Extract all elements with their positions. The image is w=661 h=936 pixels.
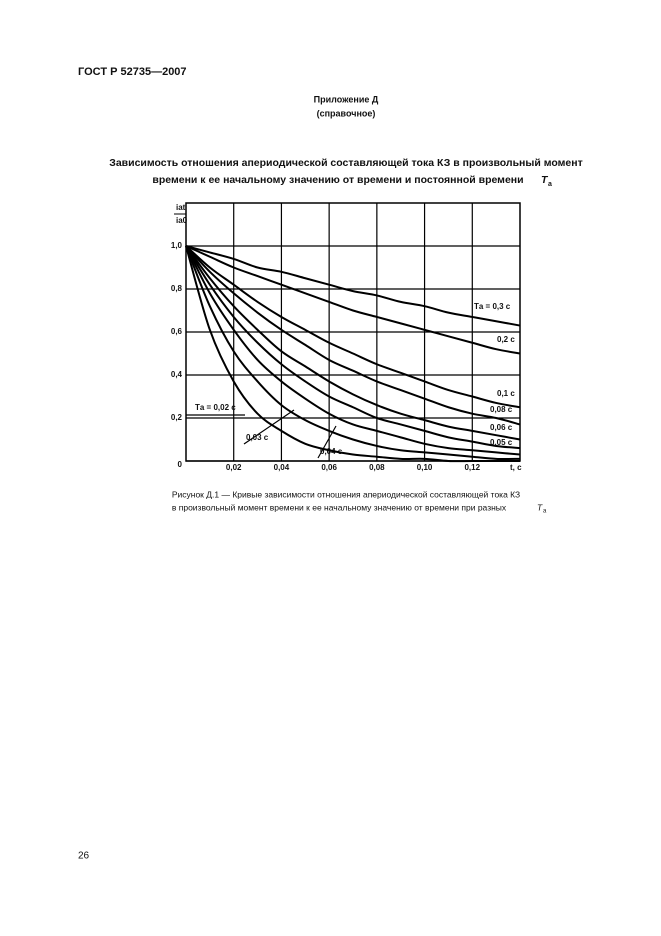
caption-symbol-sub: а — [543, 509, 547, 515]
series-label: 0,05 с — [490, 438, 513, 447]
series-label: 0,2 с — [497, 335, 515, 344]
curve — [185, 245, 521, 450]
heading-symbol: T — [541, 174, 549, 186]
x-tick-label: 0,10 — [417, 463, 433, 472]
y-tick-label: 1,0 — [171, 241, 183, 250]
curve — [185, 245, 521, 441]
heading-line: Зависимость отношения апериодической сос… — [109, 157, 582, 169]
series-label: 0,08 с — [490, 405, 513, 414]
caption-line: в произвольный момент времени к ее начал… — [172, 502, 507, 512]
page-number: 26 — [78, 851, 90, 862]
x-tick-label: 0,04 — [274, 463, 290, 472]
heading-line: времени к ее начальному значению от врем… — [152, 174, 523, 186]
series-label: Tа = 0,02 с — [195, 403, 236, 412]
leader-line — [243, 409, 295, 445]
y-tick-label: 0,6 — [171, 327, 183, 336]
appendix: Приложение Д — [314, 94, 379, 104]
x-tick-label: 0,12 — [464, 463, 480, 472]
curve — [185, 245, 521, 461]
caption-symbol: T — [537, 502, 543, 512]
y-tick-label: 0,2 — [171, 413, 183, 422]
series-label: 0,03 с — [246, 433, 269, 442]
appendix-note: (справочное) — [317, 108, 376, 118]
standard: ГОСТ Р 52735—2007 — [78, 66, 187, 78]
curve — [185, 245, 521, 426]
y-tick-label: 0,8 — [171, 284, 183, 293]
curve — [185, 245, 520, 463]
series-label: Tа = 0,3 с — [474, 302, 511, 311]
curve — [185, 245, 521, 409]
y-label-den: iа0 — [176, 216, 188, 225]
x-tick-label: 0,02 — [226, 463, 242, 472]
curve — [185, 245, 521, 456]
y-label-num: iаt — [176, 203, 186, 212]
caption-line: Рисунок Д.1 — Кривые зависимости отношен… — [172, 489, 520, 499]
leader-line — [317, 425, 337, 459]
heading-symbol-sub: а — [548, 181, 552, 188]
y-tick-label: 0 — [178, 460, 183, 469]
x-tick-label: 0,06 — [321, 463, 337, 472]
x-tick-label: 0,08 — [369, 463, 385, 472]
curve — [185, 245, 521, 355]
curve — [185, 245, 521, 327]
series-label: 0,1 с — [497, 389, 515, 398]
y-tick-label: 0,4 — [171, 370, 183, 379]
series-label: 0,06 с — [490, 423, 513, 432]
x-label: t, с — [510, 463, 522, 472]
